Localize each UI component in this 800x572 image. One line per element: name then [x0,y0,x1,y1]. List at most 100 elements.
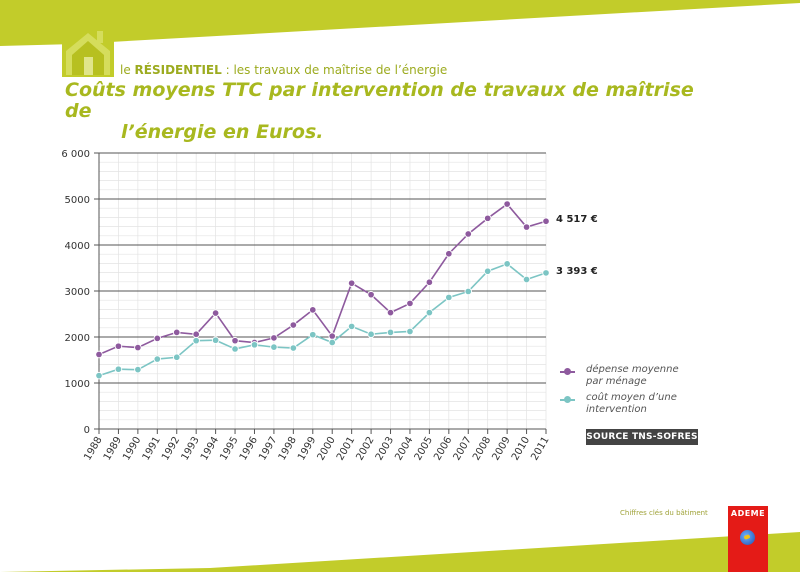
data-point-menage [172,328,181,337]
legend-label-line2: intervention [586,404,647,415]
data-point-intervention [425,308,434,317]
data-point-menage [425,278,434,287]
brand-name: ADEME [730,509,766,518]
data-point-intervention [522,275,531,284]
x-tick-label: 1990 [121,435,143,463]
legend-label-line2: par ménage [586,376,647,387]
data-point-menage [95,350,103,359]
x-tick-label: 2000 [316,435,338,463]
x-tick-label: 1996 [238,435,260,463]
data-point-intervention [503,260,511,268]
x-tick-label: 1992 [160,435,182,463]
chart-grid [94,152,547,430]
x-tick-label: 1995 [218,435,240,463]
house-icon [62,23,114,77]
section-name: RÉSIDENTIEL [134,63,222,77]
top-accent-band [0,0,800,46]
end-value-label-menage: 4 517 € [556,214,598,226]
x-tick-label: 2010 [510,435,532,463]
chart-series [95,200,550,380]
y-tick-label: 5000 [65,195,90,206]
data-point-intervention [172,353,181,361]
data-point-intervention [367,330,375,338]
section-suffix: : les travaux de maîtrise de l’énergie [221,63,448,77]
legend-marker-menage [564,368,571,375]
globe-icon [740,530,755,545]
x-tick-label: 1993 [180,435,202,463]
data-point-menage [328,332,336,340]
data-point-intervention [483,267,492,275]
section-subtitle: le RÉSIDENTIEL : les travaux de maîtrise… [120,63,447,77]
bottom-accent-band [0,532,800,572]
y-tick-label: 1000 [65,379,90,390]
x-tick-label: 1989 [102,435,124,463]
data-point-menage [231,336,239,345]
legend-item-menage: dépense moyenne par ménage [560,364,679,388]
x-tick-label: 2004 [393,435,415,463]
footer-caption: Chiffres clés du bâtiment [620,509,708,517]
legend-marker-intervention [564,396,571,403]
data-point-intervention [231,345,239,353]
x-tick-label: 2001 [335,435,357,463]
page-title: Coûts moyens TTC par intervention de tra… [65,80,705,143]
data-point-menage [386,308,395,317]
end-value-label-intervention: 3 393 € [556,265,598,277]
ademe-logo: ADEME [728,506,768,572]
y-tick-label: 4000 [65,241,90,252]
data-point-intervention [153,355,162,363]
data-point-menage [270,334,278,342]
data-point-intervention [192,336,200,345]
x-tick-label: 1994 [199,435,221,463]
data-point-menage [289,321,298,329]
data-point-intervention [211,336,220,344]
x-tick-label: 2006 [432,435,454,463]
data-point-intervention [250,341,259,349]
y-tick-label: 2000 [65,333,90,344]
data-point-menage [406,299,414,308]
data-point-intervention [114,365,123,373]
x-tick-label: 2011 [529,435,551,463]
x-tick-label: 1999 [296,435,318,463]
data-point-menage [347,279,356,287]
data-point-intervention [328,338,336,347]
y-tick-label: 3000 [65,287,90,298]
data-point-menage [211,309,220,317]
x-tick-label: 1997 [257,435,279,463]
data-point-menage [522,223,531,231]
data-point-menage [503,200,511,208]
title-line-2: l’énergie en Euros. [121,121,324,143]
x-tick-label: 2002 [354,435,376,463]
data-point-intervention [95,371,103,380]
data-point-intervention [270,343,278,351]
data-point-menage [445,249,453,258]
data-point-intervention [406,327,414,336]
y-tick-label: 0 [84,425,90,436]
x-tick-label: 2009 [490,435,512,463]
y-tick-label: 6 000 [61,149,90,160]
x-tick-label: 1998 [277,435,299,463]
data-point-intervention [347,322,356,331]
title-line-1: Coûts moyens TTC par intervention de tra… [65,79,694,122]
x-tick-label: 2005 [413,435,435,463]
data-point-intervention [134,365,142,374]
legend-label-line1: coût moyen d’une [586,392,677,403]
x-tick-label: 2008 [471,435,493,463]
data-point-intervention [542,269,550,277]
data-point-menage [542,217,550,225]
data-point-menage [192,330,200,338]
section-prefix: le [120,63,135,77]
x-tick-label: 1991 [141,435,163,463]
data-point-intervention [464,287,473,296]
data-point-intervention [309,330,317,339]
x-tick-label: 2003 [374,435,396,463]
legend-item-intervention: coût moyen d’une intervention [560,392,677,416]
data-point-menage [114,342,123,350]
data-point-menage [367,290,375,299]
data-point-menage [309,306,317,314]
source-badge: SOURCE TNS-SOFRES [586,429,698,445]
data-point-menage [134,343,142,352]
data-point-intervention [386,328,395,337]
data-point-menage [464,230,473,238]
